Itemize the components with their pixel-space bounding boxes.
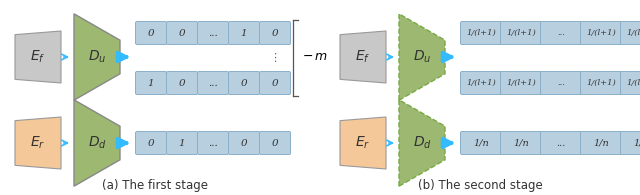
- Text: ...: ...: [556, 138, 566, 147]
- Text: (a) The first stage: (a) The first stage: [102, 178, 208, 191]
- Polygon shape: [74, 100, 120, 186]
- Polygon shape: [74, 14, 120, 100]
- Text: 1/(l+1): 1/(l+1): [466, 79, 496, 87]
- Text: 1: 1: [179, 138, 186, 147]
- Text: 0: 0: [179, 79, 186, 88]
- FancyBboxPatch shape: [541, 131, 582, 154]
- Text: 0: 0: [272, 138, 278, 147]
- Text: 1/(l+1): 1/(l+1): [586, 79, 616, 87]
- Polygon shape: [399, 14, 445, 100]
- Text: 1/(l+1): 1/(l+1): [466, 29, 496, 37]
- FancyBboxPatch shape: [580, 131, 621, 154]
- FancyBboxPatch shape: [166, 72, 198, 95]
- Text: $D_u$: $D_u$: [88, 49, 106, 65]
- FancyBboxPatch shape: [198, 131, 228, 154]
- Text: 0: 0: [241, 79, 247, 88]
- Polygon shape: [340, 31, 386, 83]
- FancyBboxPatch shape: [228, 21, 259, 44]
- Text: 0: 0: [272, 79, 278, 88]
- FancyBboxPatch shape: [198, 72, 228, 95]
- Text: $D_d$: $D_d$: [88, 135, 106, 151]
- FancyBboxPatch shape: [580, 72, 621, 95]
- Text: ⋮: ⋮: [269, 53, 280, 63]
- Text: ⋮: ⋮: [636, 53, 640, 63]
- Text: 1/(l+1): 1/(l+1): [626, 29, 640, 37]
- Text: $D_u$: $D_u$: [413, 49, 431, 65]
- Text: 1: 1: [241, 28, 247, 37]
- Text: ...: ...: [208, 28, 218, 37]
- Text: 0: 0: [148, 28, 154, 37]
- FancyBboxPatch shape: [259, 72, 291, 95]
- FancyBboxPatch shape: [541, 72, 582, 95]
- FancyBboxPatch shape: [500, 131, 541, 154]
- FancyBboxPatch shape: [500, 72, 541, 95]
- FancyBboxPatch shape: [500, 21, 541, 44]
- FancyBboxPatch shape: [228, 72, 259, 95]
- Polygon shape: [399, 100, 445, 186]
- Text: 1/n: 1/n: [513, 138, 529, 147]
- Text: 0: 0: [148, 138, 154, 147]
- FancyBboxPatch shape: [136, 72, 166, 95]
- Text: $E_f$: $E_f$: [30, 49, 45, 65]
- Text: 0: 0: [272, 28, 278, 37]
- Text: ...: ...: [557, 79, 565, 87]
- FancyBboxPatch shape: [461, 21, 502, 44]
- FancyBboxPatch shape: [166, 21, 198, 44]
- Text: 1/n: 1/n: [473, 138, 489, 147]
- Text: ...: ...: [208, 138, 218, 147]
- FancyBboxPatch shape: [198, 21, 228, 44]
- Text: ...: ...: [208, 79, 218, 88]
- Polygon shape: [340, 117, 386, 169]
- Text: $-\,m$: $-\,m$: [302, 51, 328, 64]
- FancyBboxPatch shape: [166, 131, 198, 154]
- FancyBboxPatch shape: [621, 131, 640, 154]
- Text: 0: 0: [179, 28, 186, 37]
- Text: 1: 1: [148, 79, 154, 88]
- FancyBboxPatch shape: [259, 21, 291, 44]
- Text: 1/(l+1): 1/(l+1): [626, 79, 640, 87]
- Text: (b) The second stage: (b) The second stage: [418, 178, 542, 191]
- Text: $E_r$: $E_r$: [30, 135, 45, 151]
- FancyBboxPatch shape: [580, 21, 621, 44]
- Polygon shape: [15, 117, 61, 169]
- Text: ...: ...: [557, 29, 565, 37]
- Text: $E_r$: $E_r$: [355, 135, 371, 151]
- Text: $D_d$: $D_d$: [413, 135, 431, 151]
- Text: 1/(l+1): 1/(l+1): [586, 29, 616, 37]
- Text: 0: 0: [241, 138, 247, 147]
- FancyBboxPatch shape: [621, 72, 640, 95]
- FancyBboxPatch shape: [136, 21, 166, 44]
- FancyBboxPatch shape: [461, 131, 502, 154]
- Text: 1/(l+1): 1/(l+1): [506, 79, 536, 87]
- Text: 1/(l+1): 1/(l+1): [506, 29, 536, 37]
- Text: 1/n: 1/n: [593, 138, 609, 147]
- FancyBboxPatch shape: [136, 131, 166, 154]
- Text: $E_f$: $E_f$: [355, 49, 371, 65]
- FancyBboxPatch shape: [541, 21, 582, 44]
- Text: 1/n: 1/n: [633, 138, 640, 147]
- FancyBboxPatch shape: [228, 131, 259, 154]
- FancyBboxPatch shape: [461, 72, 502, 95]
- FancyBboxPatch shape: [621, 21, 640, 44]
- Polygon shape: [15, 31, 61, 83]
- FancyBboxPatch shape: [259, 131, 291, 154]
